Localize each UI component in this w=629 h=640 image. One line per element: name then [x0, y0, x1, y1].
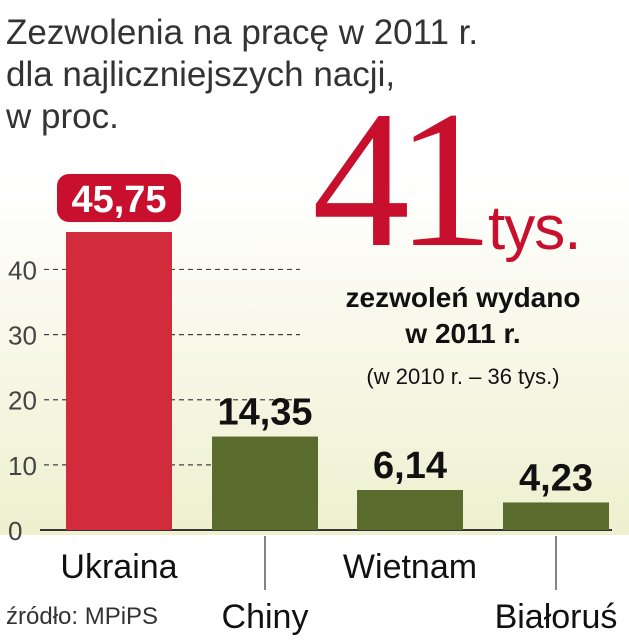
category-label: Białoruś [495, 598, 618, 636]
chart-title-line-2: dla najliczniejszych nacji, [6, 55, 396, 94]
bar [212, 436, 318, 530]
y-tick-label: 30 [8, 321, 37, 351]
bar [503, 502, 609, 530]
value-label: 4,23 [519, 457, 593, 499]
highlight-number: 41 [312, 71, 494, 288]
bar [66, 232, 172, 530]
value-badge [57, 174, 181, 222]
chart-title-line-3: w proc. [6, 97, 119, 136]
category-label: Wietnam [343, 548, 477, 586]
value-label: 14,35 [217, 392, 312, 434]
highlight-unit: tys. [488, 194, 581, 263]
value-label: 45,75 [71, 179, 166, 221]
highlight-line-1: zezwoleń wydano [345, 282, 581, 313]
highlight-line-2: w 2011 r. [405, 318, 521, 349]
category-label: Chiny [222, 598, 309, 636]
chart-title-line-1: Zezwolenia na pracę w 2011 r. [6, 13, 479, 52]
y-tick-label: 20 [8, 386, 37, 416]
y-tick-label: 40 [8, 255, 37, 285]
category-label: Ukraina [60, 548, 177, 586]
y-tick-label: 0 [8, 516, 22, 546]
bar [357, 490, 463, 530]
highlight-note: (w 2010 r. – 36 tys.) [366, 364, 560, 389]
y-tick-label: 10 [8, 451, 37, 481]
source-note: źródło: MPiPS [6, 603, 159, 630]
value-label: 6,14 [373, 445, 447, 487]
